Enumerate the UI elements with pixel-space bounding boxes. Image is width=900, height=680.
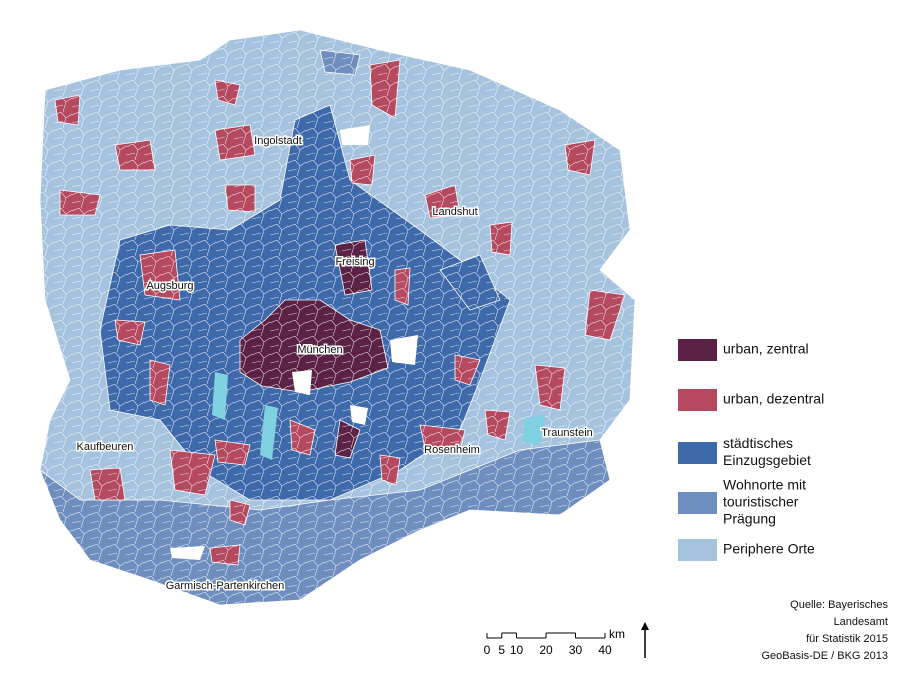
legend-swatch	[678, 389, 717, 411]
city-label: Kaufbeuren	[77, 441, 134, 453]
scale-label: 30	[569, 643, 583, 657]
scale-label: 10	[510, 643, 524, 657]
lake	[522, 415, 545, 445]
north-arrow-head	[641, 622, 649, 630]
city-label: Freising	[335, 256, 374, 268]
city-label: Traunstein	[541, 427, 593, 439]
source-line: für Statistik 2015	[806, 633, 888, 645]
city-label: Garmisch-Partenkirchen	[166, 580, 285, 592]
map	[30, 25, 640, 615]
legend-label: Wohnorte mit	[723, 477, 806, 493]
legend-label: urban, dezentral	[723, 391, 824, 407]
lake	[350, 405, 368, 425]
city-labels: Ingolstadt Landshut Freising Augsburg Münche…	[75, 133, 594, 593]
legend-label: Einzugsgebiet	[723, 452, 811, 468]
scale-label: 5	[498, 643, 505, 657]
source-line: Landesamt	[834, 616, 888, 628]
source-note: Quelle: Bayerisches Landesamt für Statisti…	[761, 599, 888, 662]
scale-unit: km	[609, 627, 625, 641]
city-label: Rosenheim	[424, 444, 480, 456]
city-label: Augsburg	[146, 280, 193, 292]
lake	[390, 335, 418, 365]
legend-label: städtisches	[723, 435, 793, 451]
legend-label: Prägung	[723, 511, 776, 527]
legend-swatch	[678, 539, 717, 561]
lakes	[170, 125, 545, 560]
lake	[292, 370, 312, 395]
legend: urban, zentral urban, dezentral städtische…	[678, 339, 824, 561]
scale-bar: 0 5 10 20 30 40 km	[484, 627, 625, 657]
source-line: GeoBasis-DE / BKG 2013	[761, 650, 888, 662]
legend-swatch	[678, 442, 717, 464]
legend-label: urban, zentral	[723, 341, 809, 357]
scale-label: 0	[484, 643, 491, 657]
lake	[170, 546, 205, 560]
legend-swatch	[678, 492, 717, 514]
scale-label: 20	[539, 643, 553, 657]
municipal-borders	[30, 25, 640, 615]
city-label: Landshut	[432, 206, 477, 218]
source-line: Quelle: Bayerisches	[790, 599, 888, 611]
lake	[340, 125, 370, 145]
legend-label: Periphere Orte	[723, 541, 815, 557]
lake	[212, 372, 228, 420]
city-label: Ingolstadt	[254, 135, 302, 147]
scale-label: 40	[598, 643, 612, 657]
lake	[260, 405, 278, 460]
city-label: München	[297, 344, 342, 356]
legend-label: touristischer	[723, 494, 799, 510]
legend-swatch	[678, 339, 717, 361]
